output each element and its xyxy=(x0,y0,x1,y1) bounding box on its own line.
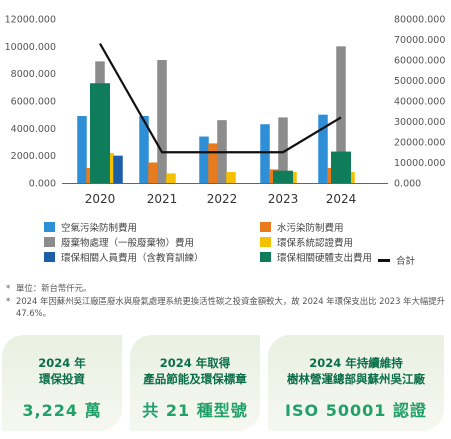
legend-label: 環保系統認證費用 xyxy=(277,238,354,249)
footnote-mark: * xyxy=(6,283,11,293)
card-eco-labels: 2024 年取得 產品節能及環保標章 共 21 種型號 xyxy=(130,335,260,431)
card-line1: 2024 年持續維持 xyxy=(309,356,403,370)
legend-swatch xyxy=(260,237,271,247)
legend-swatch xyxy=(44,237,55,247)
bar xyxy=(199,136,209,183)
legend-item-water: 水污染防制費用 xyxy=(260,220,344,234)
bar xyxy=(77,116,87,183)
right-tick-label: 80000.000 xyxy=(394,15,445,26)
card-value: 共 21 種型號 xyxy=(142,401,248,420)
bar xyxy=(336,46,346,184)
right-tick-label: 70000.000 xyxy=(394,35,445,46)
right-tick-label: 10000.000 xyxy=(394,158,445,169)
card-investment: 2024 年 環保投資 3,224 萬 xyxy=(2,335,122,431)
legend-label: 空氣污染防制費用 xyxy=(61,223,138,234)
bar xyxy=(148,162,158,183)
left-tick-label: 2000.000 xyxy=(11,151,56,162)
legend-label: 水污染防制費用 xyxy=(277,223,344,234)
legend-swatch xyxy=(44,252,55,262)
bar xyxy=(139,116,149,183)
left-tick-label: 0.000 xyxy=(29,179,56,190)
footnote-text: 單位：新台幣仟元。 xyxy=(16,283,92,293)
legend-swatch xyxy=(260,222,271,232)
bar xyxy=(226,172,236,183)
x-tick-label: 2022 xyxy=(207,192,238,206)
left-tick-label: 10000.000 xyxy=(5,42,56,53)
card-iso-certification: 2024 年持續維持 樹林營運總部與蘇州吳江廠 ISO 50001 認證 xyxy=(268,335,444,431)
right-tick-label: 0.000 xyxy=(394,179,421,190)
right-tick-label: 60000.000 xyxy=(394,56,445,67)
legend-line-swatch xyxy=(378,258,390,262)
right-tick-label: 30000.000 xyxy=(394,117,445,128)
footnotes: * 單位：新台幣仟元。 * 2024 年因蘇州吳江廠區廢水與廢氣處理系統更換活性… xyxy=(6,282,446,320)
legend-label: 環保相關硬體支出費用 xyxy=(277,253,373,264)
bar xyxy=(166,173,176,183)
footnote: * 2024 年因蘇州吳江廠區廢水與廢氣處理系統更換活性碳之投資金額較大，故 2… xyxy=(6,295,446,320)
environmental-expense-chart: 0.000 2000.000 4000.000 6000.000 8000.000 100… xyxy=(5,15,446,207)
card-line2: 產品節能及環保標章 xyxy=(143,372,247,386)
legend-label: 環保相關人員費用（含教育訓練） xyxy=(61,253,204,264)
legend-item-total: 合計 xyxy=(378,253,415,267)
legend-item-air: 空氣污染防制費用 xyxy=(44,220,137,234)
total-line xyxy=(99,43,342,154)
bar xyxy=(331,151,351,183)
bar xyxy=(157,60,167,183)
right-tick-label: 50000.000 xyxy=(394,76,445,87)
bar xyxy=(90,83,110,183)
card-line1: 2024 年取得 xyxy=(159,356,231,370)
highlight-cards: 2024 年 環保投資 3,224 萬 2024 年取得 產品節能及環保標章 共… xyxy=(0,335,451,439)
card-value: ISO 50001 認證 xyxy=(285,401,427,420)
legend-swatch xyxy=(44,222,55,232)
legend-item-personnel: 環保相關人員費用（含教育訓練） xyxy=(44,250,204,264)
left-tick-label: 8000.000 xyxy=(11,69,56,80)
card-value: 3,224 萬 xyxy=(22,401,102,420)
footnote-mark: * xyxy=(6,295,11,306)
footnote: * 單位：新台幣仟元。 xyxy=(6,282,446,295)
bar xyxy=(273,170,293,183)
x-tick-label: 2021 xyxy=(147,192,178,206)
x-tick-label: 2024 xyxy=(326,192,357,206)
card-line2: 樹林營運總部與蘇州吳江廠 xyxy=(287,372,425,386)
card-line1: 2024 年 xyxy=(38,356,86,370)
bar xyxy=(113,155,123,183)
x-axis-ticks: 2020 2021 2022 2023 2024 xyxy=(85,192,357,206)
x-tick-label: 2020 xyxy=(85,192,116,206)
left-axis-ticks: 0.000 2000.000 4000.000 6000.000 8000.000 100… xyxy=(5,15,56,190)
bar xyxy=(260,124,270,183)
legend-item-hardware: 環保相關硬體支出費用 xyxy=(260,250,372,264)
legend-swatch xyxy=(260,252,271,262)
right-axis-ticks: 0.000 10000.000 20000.000 30000.000 40000.00… xyxy=(394,15,445,190)
left-tick-label: 4000.000 xyxy=(11,124,56,135)
legend-item-waste: 廢棄物處理（一般廢棄物）費用 xyxy=(44,235,194,249)
bar xyxy=(318,114,328,183)
bar xyxy=(278,117,288,183)
footnote-text: 2024 年因蘇州吳江廠區廢水與廢氣處理系統更換活性碳之投資金額較大，故 202… xyxy=(16,295,445,319)
left-tick-label: 12000.000 xyxy=(5,15,56,26)
right-tick-label: 20000.000 xyxy=(394,138,445,149)
card-line2: 環保投資 xyxy=(39,372,85,386)
bar xyxy=(208,143,218,183)
bar-series xyxy=(77,46,355,184)
right-tick-label: 40000.000 xyxy=(394,97,445,108)
legend-label: 廢棄物處理（一般廢棄物）費用 xyxy=(61,238,195,249)
legend-label: 合計 xyxy=(396,256,416,267)
left-tick-label: 6000.000 xyxy=(11,97,56,108)
x-tick-label: 2023 xyxy=(268,192,299,206)
legend-item-certification: 環保系統認證費用 xyxy=(260,235,353,249)
